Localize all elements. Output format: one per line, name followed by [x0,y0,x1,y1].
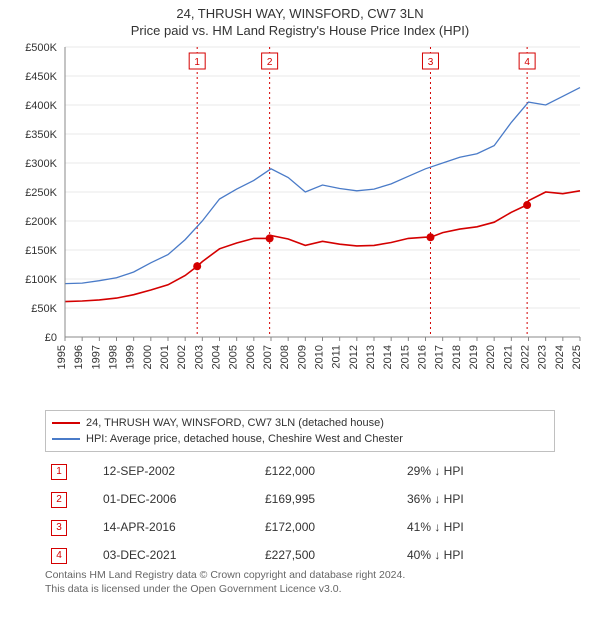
footer-line-1: Contains HM Land Registry data © Crown c… [45,568,555,582]
svg-text:2013: 2013 [365,345,377,369]
legend: 24, THRUSH WAY, WINSFORD, CW7 3LN (detac… [45,410,555,452]
sale-marker-icon: 1 [51,464,67,480]
svg-text:2016: 2016 [417,345,429,369]
svg-text:2014: 2014 [382,345,394,369]
svg-text:2004: 2004 [211,345,223,369]
chart-container: 24, THRUSH WAY, WINSFORD, CW7 3LN Price … [0,0,600,620]
sale-price: £172,000 [261,514,401,540]
sale-price: £169,995 [261,486,401,512]
table-row: 1 12-SEP-2002£122,00029% ↓ HPI [47,458,553,484]
svg-text:£100K: £100K [25,274,57,286]
svg-text:2006: 2006 [245,345,257,369]
sale-diff: 36% ↓ HPI [403,486,553,512]
svg-text:£450K: £450K [25,71,57,83]
svg-text:2002: 2002 [176,345,188,369]
legend-swatch [52,422,80,424]
svg-text:2020: 2020 [485,345,497,369]
svg-text:£0: £0 [45,332,57,344]
sale-date: 14-APR-2016 [99,514,259,540]
svg-text:2009: 2009 [296,345,308,369]
svg-text:2021: 2021 [502,345,514,369]
sale-diff: 29% ↓ HPI [403,458,553,484]
svg-text:2007: 2007 [262,345,274,369]
svg-text:2008: 2008 [279,345,291,369]
sale-diff: 41% ↓ HPI [403,514,553,540]
svg-text:2012: 2012 [348,345,360,369]
footer-attrib: Contains HM Land Registry data © Crown c… [45,568,555,596]
svg-text:2010: 2010 [314,345,326,369]
svg-text:4: 4 [524,57,530,68]
legend-label: HPI: Average price, detached house, Ches… [86,431,403,447]
table-row: 3 14-APR-2016£172,00041% ↓ HPI [47,514,553,540]
svg-text:2024: 2024 [554,345,566,369]
svg-text:1: 1 [194,57,200,68]
svg-text:£50K: £50K [31,303,57,315]
svg-text:2018: 2018 [451,345,463,369]
sale-marker-icon: 4 [51,548,67,564]
chart-subtitle: Price paid vs. HM Land Registry's House … [0,21,600,42]
sale-date: 03-DEC-2021 [99,542,259,568]
legend-label: 24, THRUSH WAY, WINSFORD, CW7 3LN (detac… [86,415,384,431]
line-chart: £0 £50K £100K £150K £200K £250K £300K £350K £400… [10,42,590,402]
table-row: 2 01-DEC-2006£169,99536% ↓ HPI [47,486,553,512]
legend-swatch [52,438,80,440]
sale-date: 12-SEP-2002 [99,458,259,484]
sale-marker-icon: 3 [51,520,67,536]
svg-text:1997: 1997 [90,345,102,369]
svg-text:£150K: £150K [25,245,57,257]
svg-text:£200K: £200K [25,216,57,228]
svg-text:£300K: £300K [25,158,57,170]
sale-diff: 40% ↓ HPI [403,542,553,568]
chart-area: £0 £50K £100K £150K £200K £250K £300K £350K £400… [10,42,590,402]
svg-text:2022: 2022 [520,345,532,369]
svg-text:2015: 2015 [399,345,411,369]
svg-text:2017: 2017 [434,345,446,369]
svg-text:1995: 1995 [56,345,68,369]
svg-text:2: 2 [267,57,273,68]
svg-text:2023: 2023 [537,345,549,369]
svg-text:£350K: £350K [25,129,57,141]
svg-text:2001: 2001 [159,345,171,369]
chart-title: 24, THRUSH WAY, WINSFORD, CW7 3LN [0,0,600,21]
sale-price: £227,500 [261,542,401,568]
svg-text:2005: 2005 [228,345,240,369]
legend-row: 24, THRUSH WAY, WINSFORD, CW7 3LN (detac… [52,415,548,431]
sale-date: 01-DEC-2006 [99,486,259,512]
svg-text:£400K: £400K [25,100,57,112]
svg-text:1998: 1998 [108,345,120,369]
svg-text:3: 3 [428,57,434,68]
svg-text:2025: 2025 [571,345,583,369]
sales-table: 1 12-SEP-2002£122,00029% ↓ HPI 2 01-DEC-200… [45,456,555,570]
svg-text:2000: 2000 [142,345,154,369]
footer-line-2: This data is licensed under the Open Gov… [45,582,555,596]
legend-row: HPI: Average price, detached house, Ches… [52,431,548,447]
svg-text:2011: 2011 [331,345,343,369]
svg-text:1996: 1996 [73,345,85,369]
svg-text:£500K: £500K [25,42,57,54]
sale-price: £122,000 [261,458,401,484]
sale-marker-icon: 2 [51,492,67,508]
svg-text:1999: 1999 [125,345,137,369]
svg-text:2003: 2003 [193,345,205,369]
svg-text:£250K: £250K [25,187,57,199]
table-row: 4 03-DEC-2021£227,50040% ↓ HPI [47,542,553,568]
svg-text:2019: 2019 [468,345,480,369]
